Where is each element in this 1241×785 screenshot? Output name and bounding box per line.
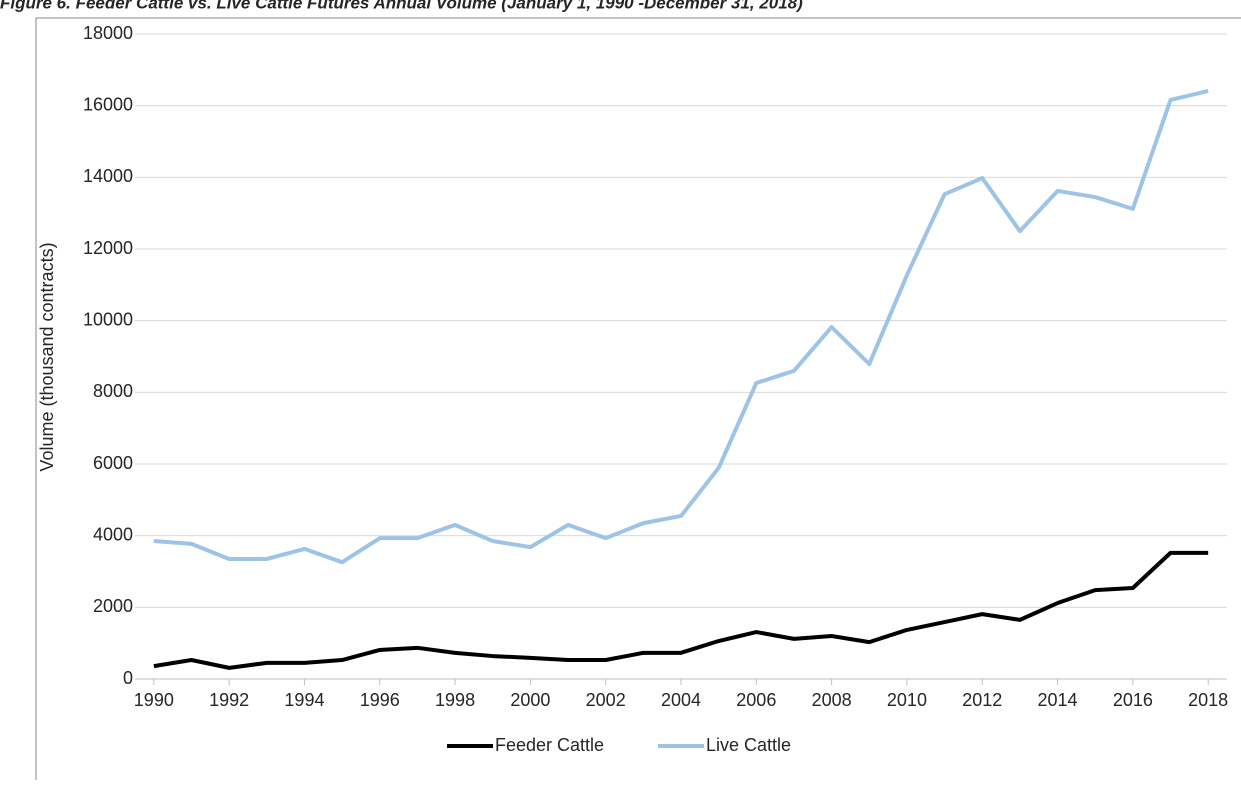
x-tick-label: 2008: [812, 690, 852, 710]
x-tick-label: 1992: [209, 690, 249, 710]
x-tick-label: 2014: [1038, 690, 1078, 710]
y-tick-label: 0: [123, 668, 133, 688]
chart-frame: [35, 17, 1241, 785]
series-line: [153, 550, 1209, 670]
x-tick-label: 2004: [661, 690, 701, 710]
y-tick-label: 6000: [93, 453, 133, 473]
x-tick-label: 2016: [1113, 690, 1153, 710]
y-tick-label: 8000: [93, 381, 133, 401]
series-line: [153, 89, 1209, 565]
x-tick-label: 2010: [887, 690, 927, 710]
chart-title: Figure 6. Feeder Cattle vs. Live Cattle …: [0, 0, 803, 12]
x-tick-label: 1990: [134, 690, 174, 710]
x-tick-label: 2006: [736, 690, 776, 710]
y-tick-label: 10000: [83, 309, 133, 329]
y-tick-label: 16000: [83, 94, 133, 114]
x-tick-label: 2012: [962, 690, 1002, 710]
legend-label: Feeder Cattle: [495, 735, 604, 755]
x-tick-label: 1996: [360, 690, 400, 710]
x-tick-label: 2002: [586, 690, 626, 710]
x-tick-label: 2000: [510, 690, 550, 710]
y-tick-label: 18000: [83, 23, 133, 43]
x-tick-label: 2018: [1188, 690, 1228, 710]
x-tick-label: 1998: [435, 690, 475, 710]
x-tick-label: 1994: [284, 690, 324, 710]
y-tick-label: 12000: [83, 238, 133, 258]
y-tick-label: 4000: [93, 524, 133, 544]
legend-label: Live Cattle: [706, 735, 791, 755]
y-tick-label: 2000: [93, 596, 133, 616]
y-tick-label: 14000: [83, 166, 133, 186]
y-axis-label: Volume (thousand contracts): [37, 242, 57, 471]
